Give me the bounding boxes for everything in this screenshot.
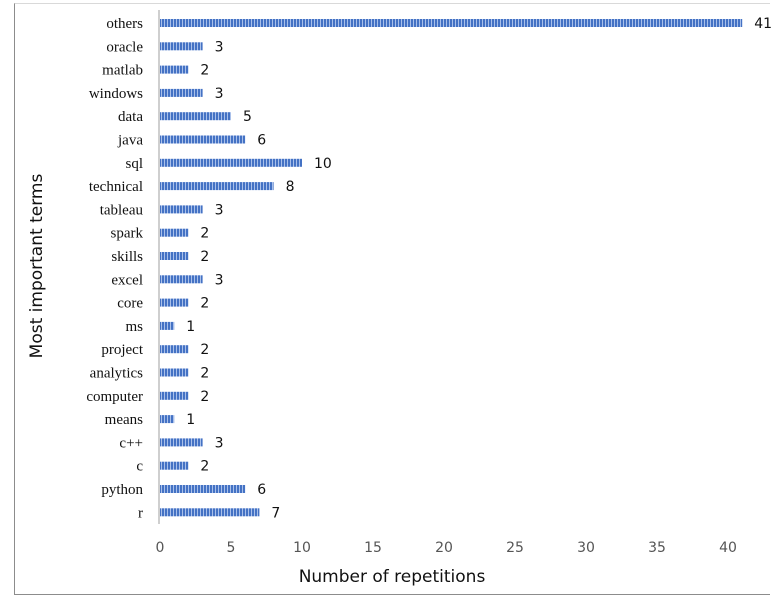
value-label: 3	[215, 435, 224, 451]
bar	[160, 391, 189, 400]
category-label-spark: spark	[111, 226, 144, 242]
bar	[160, 485, 246, 493]
category-label-technical: technical	[89, 179, 143, 195]
value-label: 6	[257, 482, 266, 498]
y-axis-title: Most important terms	[27, 174, 47, 359]
x-tick-label: 20	[435, 540, 453, 556]
category-label-project: project	[101, 342, 143, 358]
bar	[160, 298, 189, 307]
value-label: 7	[271, 505, 280, 521]
value-label: 8	[286, 179, 295, 195]
value-label: 3	[215, 272, 224, 288]
x-tick-label: 15	[364, 540, 382, 556]
bar	[160, 345, 189, 354]
value-label: 1	[186, 319, 195, 335]
category-labels: others oracle matlab windows data java sql tech…	[86, 16, 143, 521]
bar	[160, 321, 175, 330]
bar	[160, 508, 260, 517]
x-tick-label: 10	[293, 540, 311, 556]
category-label-cplus: c++	[119, 435, 143, 451]
category-label-python: python	[101, 482, 143, 498]
value-label: 2	[200, 389, 209, 405]
value-label: 41	[754, 16, 772, 32]
bar	[160, 438, 203, 447]
bar	[160, 19, 743, 27]
x-tick-label: 40	[719, 540, 737, 556]
x-tick-label: 25	[506, 540, 524, 556]
value-label: 2	[200, 366, 209, 382]
value-label: 2	[200, 342, 209, 358]
bars	[160, 19, 743, 517]
category-label-skills: skills	[111, 249, 143, 265]
value-label: 1	[186, 412, 195, 428]
value-label: 5	[243, 109, 252, 125]
value-label: 2	[200, 249, 209, 265]
value-label: 3	[215, 202, 224, 218]
value-label: 2	[200, 226, 209, 242]
bar	[160, 88, 203, 97]
chart-frame	[14, 3, 770, 595]
bar	[160, 112, 231, 121]
category-label-tableau: tableau	[100, 202, 144, 218]
x-tick-label: 0	[156, 540, 165, 556]
category-label-sql: sql	[125, 156, 143, 172]
category-label-r: r	[138, 505, 143, 521]
bar	[160, 65, 189, 74]
x-tick-labels: 0 5 10 15 20 25 30 35 40	[156, 540, 737, 556]
category-label-java: java	[117, 133, 143, 149]
value-label: 3	[215, 39, 224, 55]
bar	[160, 135, 246, 144]
category-label-oracle: oracle	[106, 39, 143, 55]
category-label-matlab: matlab	[102, 63, 143, 79]
value-label: 2	[200, 63, 209, 79]
bar	[160, 158, 302, 167]
category-label-core: core	[117, 296, 143, 312]
category-label-means: means	[105, 412, 143, 428]
value-label: 10	[314, 156, 332, 172]
value-label: 3	[215, 86, 224, 102]
x-axis-title: Number of repetitions	[299, 567, 486, 587]
bar	[160, 415, 175, 424]
category-label-data: data	[118, 109, 143, 125]
bar	[160, 42, 203, 51]
bar	[160, 205, 203, 214]
category-label-analytics: analytics	[90, 366, 143, 382]
bar	[160, 252, 189, 260]
category-label-windows: windows	[89, 86, 143, 102]
category-label-ms: ms	[125, 319, 143, 335]
value-label: 2	[200, 459, 209, 475]
x-tick-label: 35	[648, 540, 666, 556]
bar	[160, 228, 189, 237]
bar	[160, 461, 189, 470]
value-label: 2	[200, 296, 209, 312]
x-tick-label: 5	[227, 540, 236, 556]
value-label: 6	[257, 133, 266, 149]
category-label-c: c	[136, 459, 143, 475]
x-tick-label: 30	[577, 540, 595, 556]
category-label-computer: computer	[86, 389, 143, 405]
category-label-excel: excel	[111, 272, 143, 288]
bar	[160, 368, 189, 377]
bar	[160, 275, 203, 284]
bar	[160, 182, 274, 191]
category-label-others: others	[106, 16, 143, 32]
